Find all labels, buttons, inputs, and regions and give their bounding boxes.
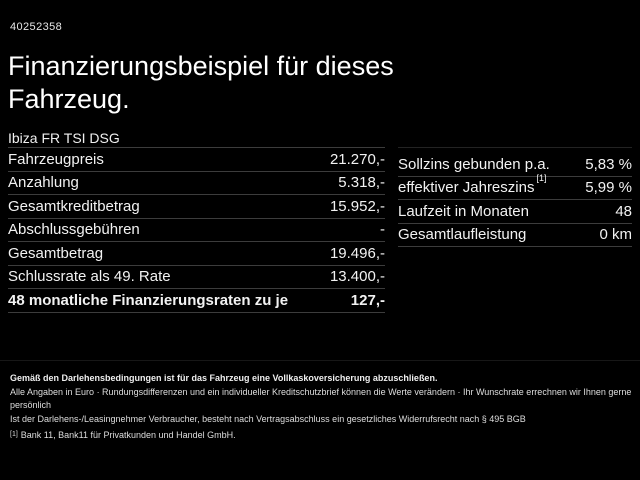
finance-row-value: 127,- bbox=[350, 291, 385, 309]
conditions-table: Sollzins gebunden p.a. 5,83 % effektiver… bbox=[398, 147, 632, 247]
finance-row-label: Fahrzeugpreis bbox=[8, 150, 104, 168]
legal-footer: Gemäß den Darlehensbedingungen ist für d… bbox=[10, 372, 632, 444]
footnote-marker: [1] bbox=[10, 431, 18, 438]
finance-row-gesamtbetrag: Gesamtbetrag 19.496,- bbox=[8, 242, 385, 266]
finance-row-gesamtkreditbetrag: Gesamtkreditbetrag 15.952,- bbox=[8, 195, 385, 219]
finance-row-label: Abschlussgebühren bbox=[8, 221, 140, 239]
finance-row-fahrzeugpreis: Fahrzeugpreis 21.270,- bbox=[8, 148, 385, 172]
conditions-row-label: Gesamtlaufleistung bbox=[398, 226, 527, 244]
finance-row-value: - bbox=[380, 221, 385, 239]
finance-row-label: 48 monatliche Finanzierungsraten zu je bbox=[8, 291, 289, 309]
conditions-row-gesamtlaufleistung: Gesamtlaufleistung 0 km bbox=[398, 224, 632, 247]
conditions-row-effektiver-jahreszins: effektiver Jahreszins[1] 5,99 % bbox=[398, 174, 632, 200]
disclaimer-line: Alle Angaben in Euro · Rundungsdifferenz… bbox=[10, 386, 632, 411]
finance-row-label: Gesamtkreditbetrag bbox=[8, 197, 140, 215]
reference-number: 40252358 bbox=[10, 21, 63, 33]
footer-divider bbox=[0, 360, 640, 361]
finance-row-label: Schlussrate als 49. Rate bbox=[8, 268, 171, 286]
insurance-note: Gemäß den Darlehensbedingungen ist für d… bbox=[10, 373, 438, 383]
finance-row-schlussrate: Schlussrate als 49. Rate 13.400,- bbox=[8, 266, 385, 289]
disclaimer-line: Ist der Darlehens-/Leasingnehmer Verbrau… bbox=[10, 413, 526, 424]
conditions-row-value: 48 bbox=[615, 202, 632, 220]
conditions-row-sollzins: Sollzins gebunden p.a. 5,83 % bbox=[398, 153, 632, 177]
conditions-row-value: 0 km bbox=[599, 226, 632, 244]
vehicle-name: Ibiza FR TSI DSG bbox=[8, 130, 120, 146]
finance-row-value: 13.400,- bbox=[329, 268, 385, 286]
finance-row-abschlussgebuehren: Abschlussgebühren - bbox=[8, 219, 385, 242]
footnote: [1] Bank 11, Bank11 für Privatkunden und … bbox=[10, 429, 632, 444]
finance-row-label: Anzahlung bbox=[8, 174, 79, 192]
finance-row-value: 21.270,- bbox=[329, 150, 385, 168]
conditions-row-laufzeit: Laufzeit in Monaten 48 bbox=[398, 200, 632, 224]
conditions-row-value: 5,99 % bbox=[585, 179, 632, 197]
conditions-row-value: 5,83 % bbox=[585, 155, 632, 173]
finance-row-label: Gesamtbetrag bbox=[8, 244, 104, 262]
finance-row-value: 5.318,- bbox=[338, 174, 385, 192]
page-title: Finanzierungsbeispiel für dieses Fahrzeu… bbox=[8, 51, 394, 114]
conditions-row-label: Sollzins gebunden p.a. bbox=[398, 155, 550, 173]
finance-row-monatsrate: 48 monatliche Finanzierungsraten zu je 1… bbox=[8, 289, 385, 313]
conditions-row-label: Laufzeit in Monaten bbox=[398, 202, 529, 220]
finance-row-anzahlung: Anzahlung 5.318,- bbox=[8, 172, 385, 195]
finance-row-value: 19.496,- bbox=[329, 244, 385, 262]
footnote-text: Bank 11, Bank11 für Privatkunden und Han… bbox=[20, 430, 236, 440]
finance-row-value: 15.952,- bbox=[329, 197, 385, 215]
conditions-row-label: effektiver Jahreszins bbox=[398, 179, 535, 197]
footnote-superscript: [1] bbox=[536, 173, 547, 184]
finance-table: Fahrzeugpreis 21.270,- Anzahlung 5.318,-… bbox=[8, 147, 385, 313]
